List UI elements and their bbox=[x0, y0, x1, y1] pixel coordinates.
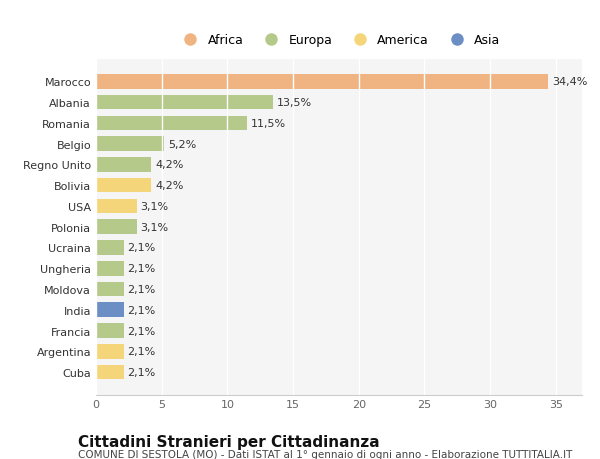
Bar bbox=[96, 137, 164, 151]
Bar bbox=[96, 220, 137, 235]
Bar bbox=[96, 261, 124, 276]
Text: 4,2%: 4,2% bbox=[155, 181, 184, 191]
Text: 2,1%: 2,1% bbox=[128, 367, 156, 377]
Bar bbox=[96, 365, 124, 380]
Text: 13,5%: 13,5% bbox=[277, 98, 313, 108]
Bar bbox=[96, 75, 548, 90]
Bar bbox=[96, 95, 274, 110]
Bar bbox=[96, 282, 124, 297]
Bar bbox=[96, 241, 124, 255]
Bar bbox=[96, 344, 124, 359]
Text: 34,4%: 34,4% bbox=[552, 77, 587, 87]
Bar bbox=[96, 199, 137, 214]
Text: Cittadini Stranieri per Cittadinanza: Cittadini Stranieri per Cittadinanza bbox=[78, 434, 380, 449]
Text: 11,5%: 11,5% bbox=[251, 118, 286, 129]
Bar bbox=[96, 324, 124, 338]
Text: 2,1%: 2,1% bbox=[128, 243, 156, 253]
Text: 2,1%: 2,1% bbox=[128, 305, 156, 315]
Bar bbox=[96, 179, 151, 193]
Text: COMUNE DI SESTOLA (MO) - Dati ISTAT al 1° gennaio di ogni anno - Elaborazione TU: COMUNE DI SESTOLA (MO) - Dati ISTAT al 1… bbox=[78, 449, 572, 459]
Text: 3,1%: 3,1% bbox=[140, 202, 169, 212]
Text: 2,1%: 2,1% bbox=[128, 347, 156, 357]
Text: 2,1%: 2,1% bbox=[128, 285, 156, 294]
Bar bbox=[96, 116, 247, 131]
Text: 5,2%: 5,2% bbox=[168, 140, 196, 149]
Legend: Africa, Europa, America, Asia: Africa, Europa, America, Asia bbox=[173, 29, 505, 52]
Text: 3,1%: 3,1% bbox=[140, 222, 169, 232]
Text: 2,1%: 2,1% bbox=[128, 263, 156, 274]
Bar bbox=[96, 303, 124, 317]
Bar bbox=[96, 158, 151, 172]
Text: 4,2%: 4,2% bbox=[155, 160, 184, 170]
Text: 2,1%: 2,1% bbox=[128, 326, 156, 336]
